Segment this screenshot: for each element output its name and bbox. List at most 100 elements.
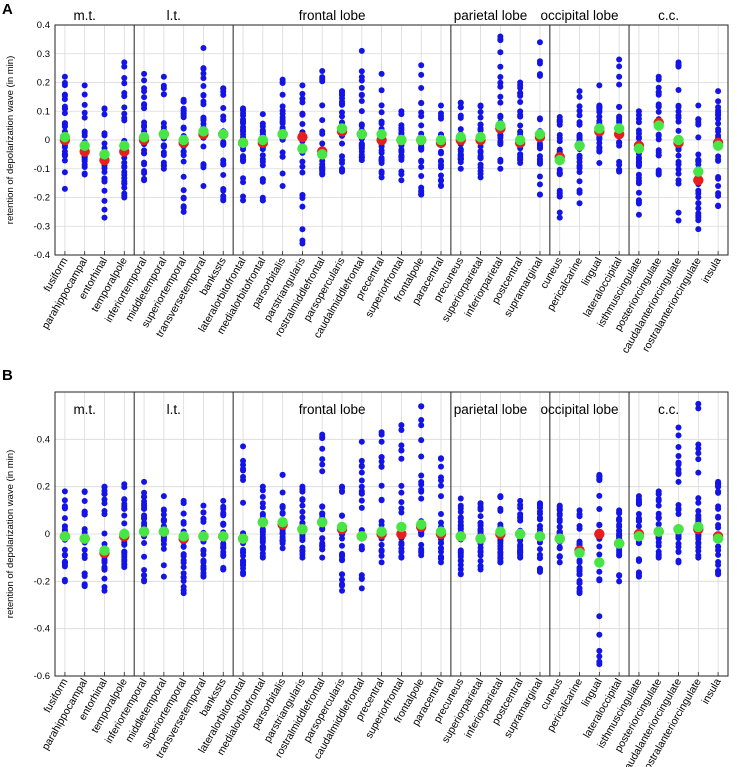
- data-point: [200, 546, 207, 553]
- group-header: parietal lobe: [454, 402, 528, 417]
- data-point: [536, 566, 543, 573]
- data-point: [378, 541, 385, 548]
- data-point: [715, 88, 722, 95]
- data-point: [101, 511, 108, 518]
- data-point: [180, 570, 187, 577]
- data-point: [180, 551, 187, 558]
- data-point: [695, 405, 702, 412]
- data-point: [596, 82, 603, 89]
- data-point: [121, 163, 128, 170]
- data-point: [240, 158, 247, 165]
- y-tick-label: 0.1: [37, 106, 50, 117]
- panel-a: A 0.4 0.3 0.2 0.1 0 -0.1 -0.2 -0.3 -0.4 m.t. l.t. f…: [2, 1, 729, 356]
- data-point: [596, 105, 603, 112]
- data-point: [61, 157, 68, 164]
- y-tick-label: -0.4: [34, 250, 50, 261]
- data-point: [101, 105, 108, 112]
- data-point: [556, 214, 563, 221]
- data-point: [418, 546, 425, 553]
- data-point: [715, 570, 722, 577]
- data-point: [497, 114, 504, 121]
- data-point: [61, 169, 68, 176]
- data-point: [517, 111, 524, 118]
- x-tick-label: insula: [700, 255, 724, 285]
- data-point: [675, 540, 682, 547]
- data-point: [675, 549, 682, 556]
- data-point: [715, 558, 722, 565]
- data-point: [556, 187, 563, 194]
- data-point: [81, 570, 88, 577]
- data-point: [180, 195, 187, 202]
- data-point: [358, 504, 365, 511]
- data-point: [457, 547, 464, 554]
- data-point: [576, 187, 583, 194]
- data-point: [418, 172, 425, 179]
- data-point: [616, 73, 623, 80]
- data-point: [398, 509, 405, 516]
- data-point: [141, 572, 148, 579]
- data-point: [358, 141, 365, 148]
- mean-marker: [317, 149, 328, 160]
- panel-b: B 0.4 0.2 0 -0.2 -0.4 -0.6 m.t. l.t. frontal lob…: [2, 367, 729, 767]
- data-point: [497, 543, 504, 550]
- data-point: [457, 553, 464, 560]
- data-point: [457, 104, 464, 111]
- mean-marker: [257, 134, 269, 146]
- median-marker: [594, 528, 605, 540]
- mean-marker: [59, 131, 71, 143]
- data-point: [220, 105, 227, 112]
- data-point: [61, 576, 68, 583]
- data-point: [378, 453, 385, 460]
- data-point: [299, 99, 306, 106]
- data-point: [695, 515, 702, 522]
- mean-marker: [435, 526, 447, 537]
- data-point: [477, 125, 484, 132]
- data-point: [536, 116, 543, 123]
- data-point: [497, 74, 504, 81]
- data-point: [695, 456, 702, 463]
- data-point: [418, 486, 425, 493]
- data-point: [695, 102, 702, 109]
- data-point: [200, 569, 207, 576]
- data-point: [319, 68, 326, 74]
- data-point: [576, 93, 583, 100]
- data-point: [576, 131, 583, 138]
- data-point: [695, 217, 702, 224]
- mean-marker: [415, 134, 427, 146]
- data-point: [220, 113, 227, 120]
- data-point: [675, 461, 682, 468]
- data-point: [141, 175, 148, 182]
- y-tick-label: -0.4: [34, 624, 50, 635]
- data-point: [378, 70, 385, 77]
- data-point: [259, 537, 266, 544]
- data-point: [378, 547, 385, 554]
- data-point: [576, 88, 583, 95]
- data-point: [695, 121, 702, 128]
- data-point: [358, 585, 365, 592]
- data-point: [675, 478, 682, 485]
- data-point: [121, 505, 128, 512]
- mean-marker: [514, 528, 526, 540]
- data-point: [497, 132, 504, 139]
- data-point: [141, 167, 148, 174]
- data-point: [200, 101, 207, 108]
- data-point: [200, 120, 207, 127]
- data-point: [497, 158, 504, 165]
- data-point: [160, 152, 167, 159]
- data-point: [220, 566, 227, 573]
- mean-marker: [554, 533, 565, 544]
- data-point: [675, 170, 682, 177]
- data-point: [141, 505, 148, 512]
- group-header: c.c.: [658, 8, 679, 23]
- data-point: [358, 490, 365, 497]
- group-header: m.t.: [73, 402, 96, 417]
- data-point: [616, 166, 623, 173]
- data-point: [61, 91, 68, 98]
- data-point: [61, 515, 68, 522]
- data-point: [141, 94, 148, 101]
- data-point: [339, 571, 346, 578]
- data-point: [675, 501, 682, 508]
- data-point: [398, 553, 405, 560]
- data-point: [358, 47, 365, 54]
